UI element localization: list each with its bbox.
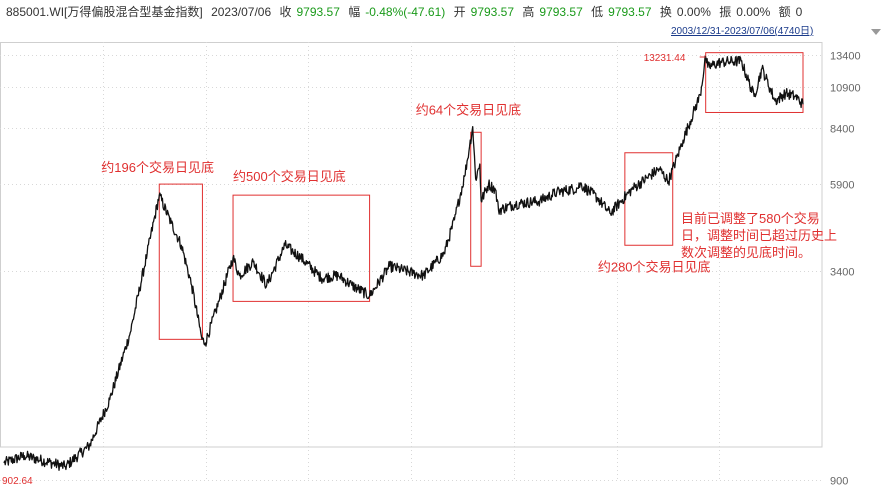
annotation-label: 约196个交易日见底	[101, 160, 214, 175]
annotation-box	[232, 194, 371, 302]
y-tick-label: 10900	[830, 83, 861, 95]
high-label: 高	[522, 5, 535, 19]
amplitude-value: 0.00%	[736, 5, 771, 19]
high-value: 9793.57	[539, 5, 583, 19]
change-label: 幅	[348, 5, 361, 19]
low-value: 9793.57	[608, 5, 652, 19]
y-tick-label: 13400	[830, 51, 861, 63]
y-tick-label: 3400	[830, 267, 854, 279]
price-line	[3, 55, 804, 471]
annotation-box	[624, 152, 674, 246]
start-value-label: 902.64	[2, 476, 33, 487]
annotation-label: 约280个交易日见底	[598, 259, 711, 274]
volume-label: 额	[778, 5, 791, 19]
y-tick-label: 5900	[830, 180, 854, 192]
volume-value: 0	[795, 5, 803, 19]
date-range-text[interactable]: 2003/12/31-2023/07/06(4740日)	[671, 26, 814, 37]
turnover-label: 换	[659, 5, 672, 19]
amplitude-label: 振	[719, 5, 732, 19]
annotation-label: 约64个交易日见底	[416, 102, 521, 117]
open-label: 开	[453, 5, 466, 19]
annotation-box	[705, 52, 804, 113]
y-tick-label: 900	[830, 476, 848, 488]
annotation-box	[158, 183, 203, 340]
quote-header: 885001.WI[万得偏股混合型基金指数] 2023/07/06 收 9793.…	[0, 0, 886, 24]
close-label: 收	[279, 5, 292, 19]
date-range-selector[interactable]: 2003/12/31-2023/07/06(4740日)	[671, 24, 881, 40]
peak-value-label: 13231.44	[644, 53, 686, 64]
turnover-value: 0.00%	[676, 5, 711, 19]
open-value: 9793.57	[470, 5, 515, 19]
annotation-label: 目前已调整了580个交易日，调整时间已超过历史上数次调整的见底时间。	[681, 211, 837, 260]
change-value: -0.48%(-47.61)	[365, 5, 446, 19]
annotation-box	[470, 131, 482, 267]
low-label: 低	[591, 5, 604, 19]
close-value: 9793.57	[296, 5, 340, 19]
index-title: 885001.WI[万得偏股混合型基金指数]	[6, 5, 203, 19]
annotation-label: 约500个交易日见底	[233, 169, 346, 184]
chevron-down-icon[interactable]	[871, 29, 881, 35]
quote-date: 2023/07/06	[211, 5, 272, 19]
y-tick-label: 8400	[830, 124, 854, 136]
